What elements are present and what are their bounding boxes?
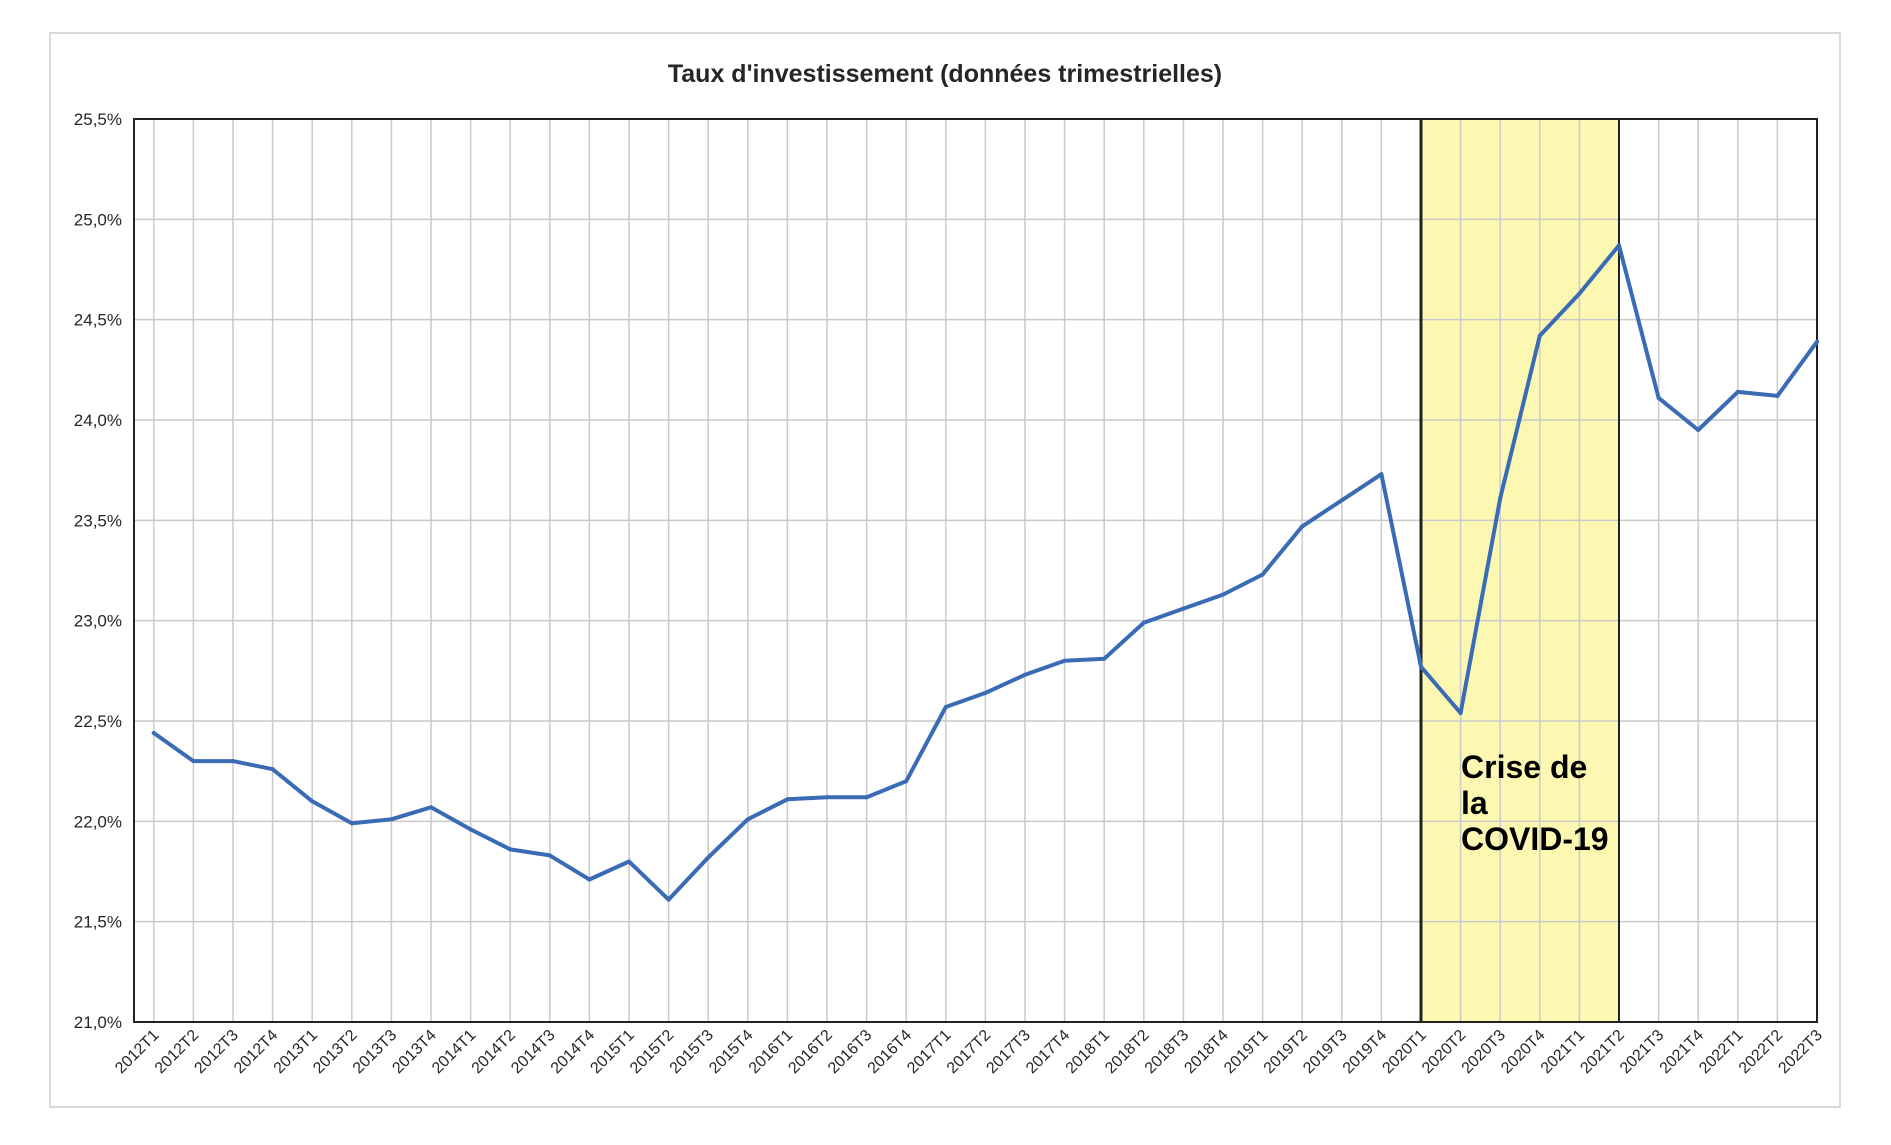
data-point [389,817,394,822]
y-tick-label: 22,0% [74,812,122,831]
y-tick-label: 22,5% [74,712,122,731]
data-point [1577,291,1582,296]
data-point [1141,620,1146,625]
data-point [666,897,671,902]
data-point [745,817,750,822]
data-point [825,795,829,800]
y-tick-label: 21,5% [74,913,122,932]
chart-frame: Taux d'investissement (données trimestri… [49,32,1841,1108]
data-point [904,779,909,784]
data-point [1458,710,1463,715]
data-point [587,877,592,882]
data-point [151,731,156,736]
data-point [1260,572,1265,577]
data-point [1775,393,1780,398]
y-tick-label: 25,0% [74,210,122,229]
data-point [1102,656,1107,661]
data-point [1656,395,1661,400]
grid [134,118,1818,1023]
data-point [231,759,235,764]
data-point [1815,339,1819,344]
data-point [1537,333,1542,338]
data-point [1221,592,1225,597]
series-points [151,243,1819,902]
data-point [1696,428,1701,433]
x-tick-label: 2022T3 [1775,1027,1825,1077]
covid-annotation: Crise de la COVID-19 [1461,749,1609,857]
data-point [1181,606,1186,611]
data-point [1379,472,1384,477]
y-tick-label: 25,5% [74,110,122,129]
data-point [1062,658,1067,663]
chart-title: Taux d'investissement (données trimestri… [668,60,1222,88]
y-tick-label: 23,0% [74,612,122,631]
line-chart: Taux d'investissement (données trimestri… [74,60,1826,1077]
data-point [270,767,275,772]
y-tick-label: 24,5% [74,311,122,330]
data-point [627,859,631,864]
data-point [349,821,354,826]
data-point [468,827,473,832]
data-point [864,795,869,800]
y-tick-label: 24,0% [74,411,122,430]
data-point [1617,243,1621,248]
x-axis-ticks: 2012T12012T22012T32012T42013T12013T22013… [112,1027,1826,1077]
plot-area-border [133,118,1818,1023]
data-point [1023,672,1027,677]
y-tick-label: 21,0% [74,1013,122,1032]
y-tick-label: 23,5% [74,511,122,530]
data-point [429,805,433,810]
data-point [983,690,988,695]
data-point [310,799,315,804]
highlight-borders [1419,119,1620,1022]
data-point [706,855,711,860]
data-point [191,759,196,764]
covid-annotation-line: la [1461,785,1488,821]
covid-annotation-line: COVID-19 [1461,821,1609,857]
data-point [1419,664,1423,669]
covid-annotation-line: Crise de [1461,749,1587,785]
data-point [508,847,513,852]
data-point [1300,524,1305,529]
covid-highlight-band [1421,119,1619,1022]
data-point [1339,498,1344,503]
data-point [1498,496,1503,501]
y-axis-ticks: 21,0% 21,5% 22,0% 22,5% 23,0% 23,5% 24,0% 24,5%… [74,110,122,1032]
data-point [1735,389,1740,394]
data-point [785,797,790,802]
data-point [943,704,948,709]
data-point [547,853,552,858]
